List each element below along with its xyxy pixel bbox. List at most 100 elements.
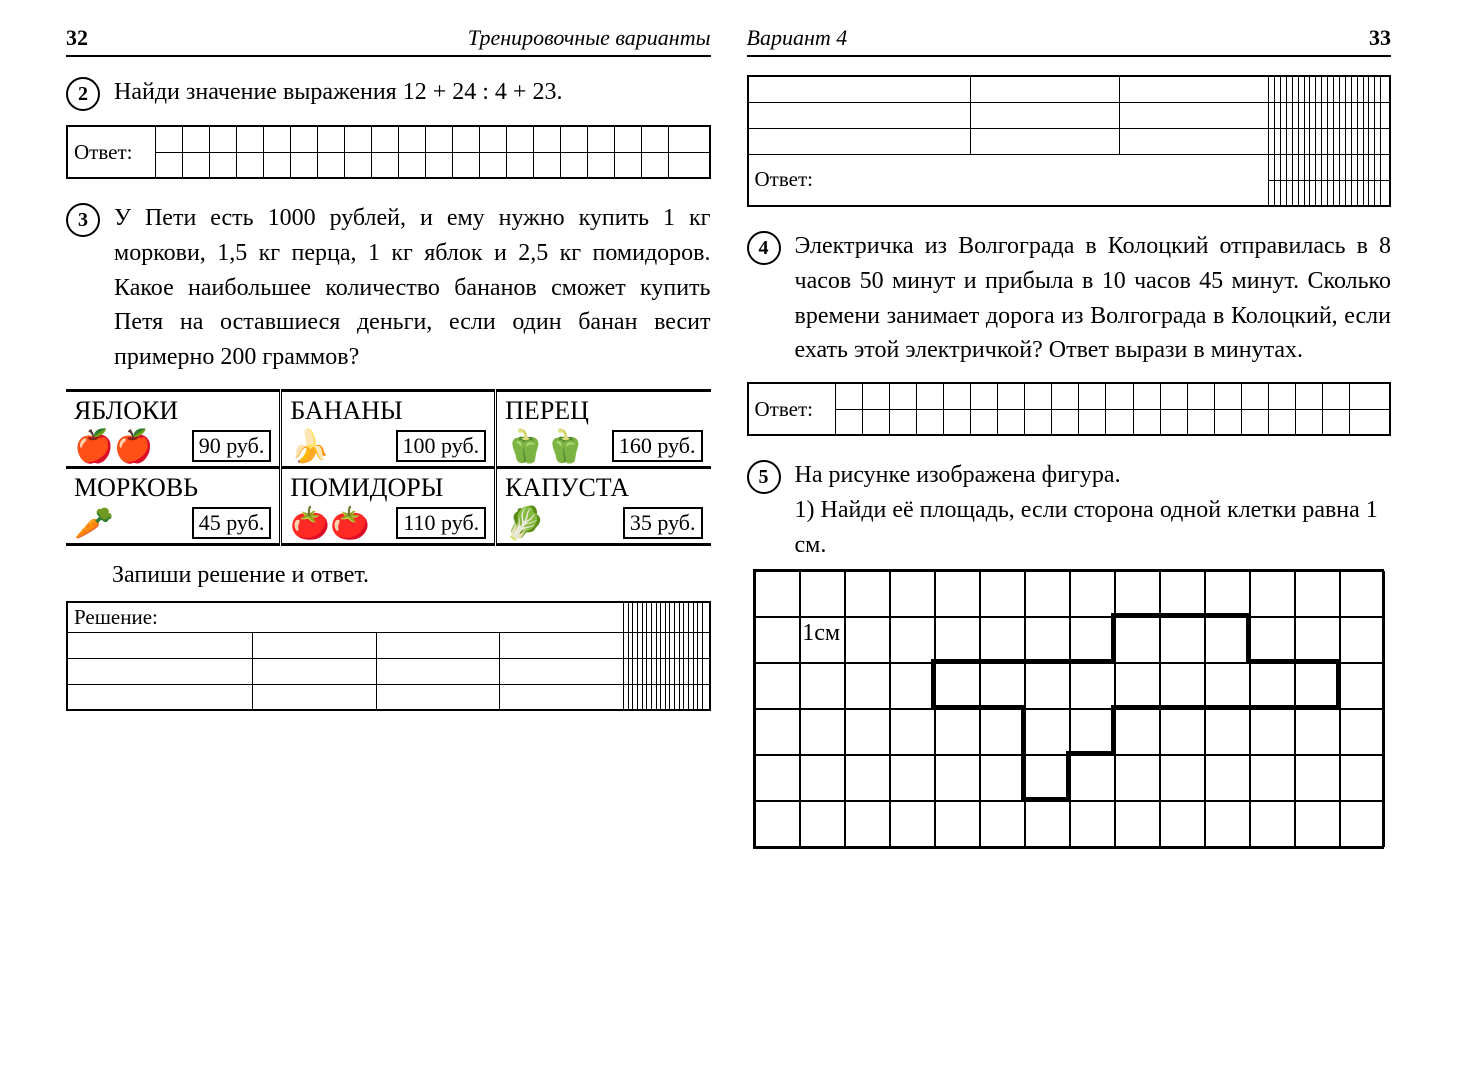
grid-cell[interactable] — [317, 126, 344, 152]
grid-cell[interactable] — [376, 684, 500, 710]
grid-cell[interactable] — [615, 126, 642, 152]
grid-cell[interactable] — [453, 152, 480, 178]
grid-cell[interactable] — [371, 152, 398, 178]
grid-cell[interactable] — [371, 126, 398, 152]
grid-cell[interactable] — [863, 383, 890, 409]
grid-cell[interactable] — [748, 128, 971, 154]
grid-cell[interactable] — [253, 632, 377, 658]
grid-cell[interactable] — [836, 409, 863, 435]
grid-cell[interactable] — [971, 409, 998, 435]
grid-cell[interactable] — [398, 152, 425, 178]
grid-cell[interactable] — [1349, 383, 1390, 409]
grid-cell[interactable] — [480, 152, 507, 178]
grid-cell[interactable] — [290, 126, 317, 152]
grid-cell[interactable] — [944, 383, 971, 409]
grid-cell[interactable] — [917, 409, 944, 435]
grid-cell[interactable] — [1349, 409, 1390, 435]
grid-cell[interactable] — [507, 126, 534, 152]
grid-cell[interactable] — [588, 152, 615, 178]
grid-cell[interactable] — [1241, 383, 1268, 409]
grid-cell[interactable] — [748, 76, 971, 102]
grid-cell[interactable] — [209, 126, 236, 152]
grid-cell[interactable] — [1187, 383, 1214, 409]
grid-cell[interactable] — [1268, 383, 1295, 409]
grid-cell[interactable] — [615, 152, 642, 178]
grid-cell[interactable] — [1322, 383, 1349, 409]
grid-cell[interactable] — [236, 152, 263, 178]
grid-cell[interactable] — [1160, 409, 1187, 435]
grid-cell[interactable] — [1241, 409, 1268, 435]
grid-cell[interactable] — [702, 632, 709, 658]
grid-cell[interactable] — [67, 684, 253, 710]
grid-cell[interactable] — [155, 152, 182, 178]
grid-cell[interactable] — [425, 126, 452, 152]
grid-cell[interactable] — [1052, 383, 1079, 409]
grid-cell[interactable] — [1214, 409, 1241, 435]
grid-cell[interactable] — [971, 102, 1120, 128]
grid-cell[interactable] — [588, 126, 615, 152]
grid-cell[interactable] — [1025, 409, 1052, 435]
grid-cell[interactable] — [453, 126, 480, 152]
grid-cell[interactable] — [534, 126, 561, 152]
grid-cell[interactable] — [236, 126, 263, 152]
grid-cell[interactable] — [1120, 128, 1269, 154]
grid-cell[interactable] — [263, 126, 290, 152]
grid-cell[interactable] — [253, 684, 377, 710]
grid-cell[interactable] — [344, 152, 371, 178]
grid-cell[interactable] — [863, 409, 890, 435]
grid-cell[interactable] — [1133, 409, 1160, 435]
grid-cell[interactable] — [534, 152, 561, 178]
grid-cell[interactable] — [669, 152, 710, 178]
grid-cell[interactable] — [263, 152, 290, 178]
grid-cell[interactable] — [67, 658, 253, 684]
grid-cell[interactable] — [376, 632, 500, 658]
grid-cell[interactable] — [836, 383, 863, 409]
grid-cell[interactable] — [971, 128, 1120, 154]
grid-cell[interactable] — [642, 126, 669, 152]
grid-cell[interactable] — [669, 126, 710, 152]
grid-cell[interactable] — [376, 658, 500, 684]
grid-cell[interactable] — [1322, 409, 1349, 435]
grid-cell[interactable] — [702, 602, 709, 633]
grid-cell[interactable] — [507, 152, 534, 178]
grid-cell[interactable] — [1214, 383, 1241, 409]
grid-cell[interactable] — [500, 658, 624, 684]
grid-cell[interactable] — [1381, 128, 1390, 154]
grid-cell[interactable] — [944, 409, 971, 435]
grid-cell[interactable] — [1381, 180, 1390, 206]
grid-cell[interactable] — [480, 126, 507, 152]
grid-cell[interactable] — [1120, 76, 1269, 102]
grid-cell[interactable] — [890, 409, 917, 435]
grid-cell[interactable] — [1295, 383, 1322, 409]
grid-cell[interactable] — [1381, 76, 1390, 102]
grid-cell[interactable] — [1120, 102, 1269, 128]
grid-cell[interactable] — [1268, 409, 1295, 435]
grid-cell[interactable] — [890, 383, 917, 409]
grid-cell[interactable] — [425, 152, 452, 178]
grid-cell[interactable] — [748, 102, 971, 128]
grid-cell[interactable] — [398, 126, 425, 152]
grid-cell[interactable] — [1079, 409, 1106, 435]
grid-cell[interactable] — [1187, 409, 1214, 435]
grid-cell[interactable] — [1106, 383, 1133, 409]
grid-cell[interactable] — [561, 126, 588, 152]
grid-cell[interactable] — [1106, 409, 1133, 435]
grid-cell[interactable] — [1381, 154, 1390, 180]
grid-cell[interactable] — [1160, 383, 1187, 409]
grid-cell[interactable] — [1381, 102, 1390, 128]
grid-cell[interactable] — [642, 152, 669, 178]
grid-cell[interactable] — [1025, 383, 1052, 409]
grid-cell[interactable] — [500, 684, 624, 710]
grid-cell[interactable] — [317, 152, 344, 178]
grid-cell[interactable] — [561, 152, 588, 178]
grid-cell[interactable] — [1052, 409, 1079, 435]
grid-cell[interactable] — [182, 152, 209, 178]
grid-cell[interactable] — [344, 126, 371, 152]
grid-cell[interactable] — [998, 409, 1025, 435]
grid-cell[interactable] — [290, 152, 317, 178]
grid-cell[interactable] — [67, 632, 253, 658]
grid-cell[interactable] — [155, 126, 182, 152]
grid-cell[interactable] — [1079, 383, 1106, 409]
grid-cell[interactable] — [971, 76, 1120, 102]
grid-cell[interactable] — [209, 152, 236, 178]
